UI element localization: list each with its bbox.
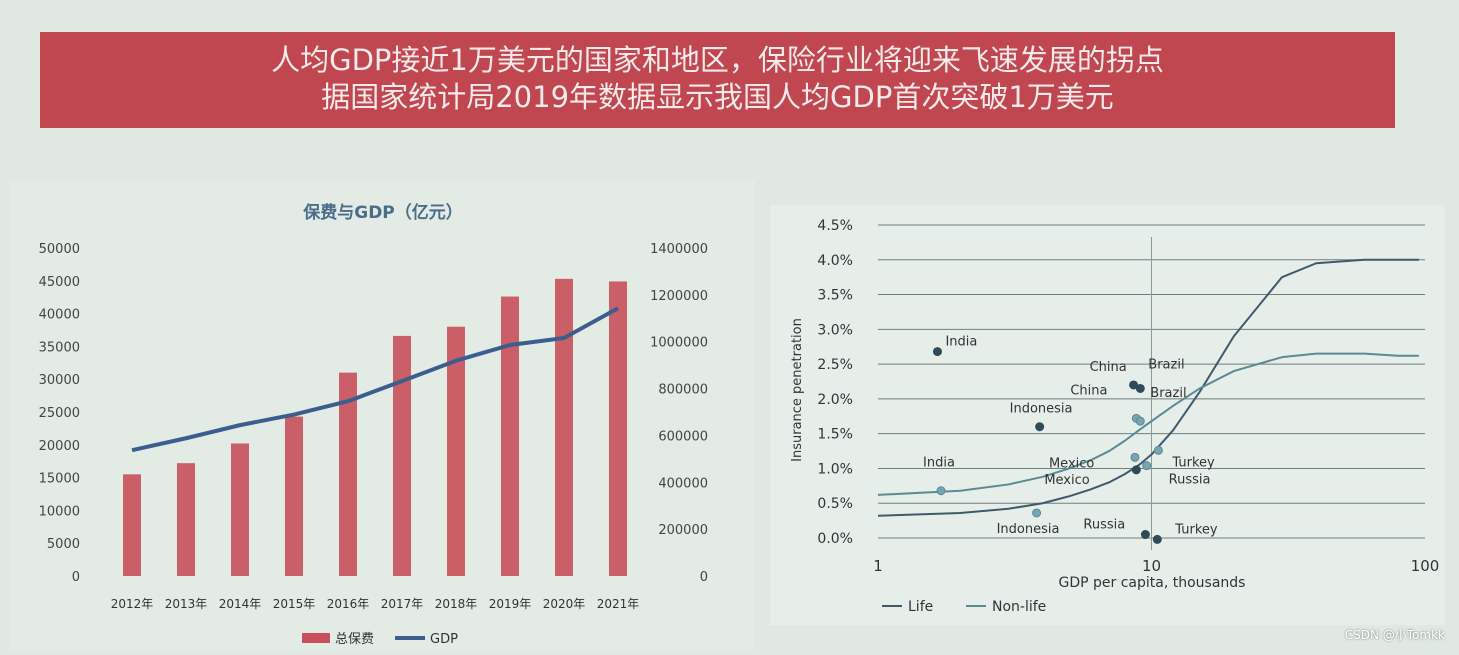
x-tick-label: 2016年 <box>327 597 370 611</box>
country-label: Brazil <box>1150 386 1186 401</box>
y-axis-label: Insurance penetration <box>790 318 805 462</box>
premium-bar <box>501 296 519 576</box>
premium-bar <box>555 278 573 576</box>
country-point <box>1131 465 1141 475</box>
x-axis-label: GDP per capita, thousands <box>1059 575 1246 591</box>
y-left-tick-label: 45000 <box>39 275 80 290</box>
premium-bar <box>285 416 303 576</box>
premium-bar <box>339 372 357 576</box>
y-left-tick-label: 5000 <box>47 537 80 552</box>
legend-life-label: Life <box>908 599 933 615</box>
country-label: Russia <box>1083 518 1125 533</box>
y-tick-label: 0.0% <box>817 531 853 547</box>
y-tick-label: 1.5% <box>817 427 853 443</box>
country-label: Russia <box>1169 473 1211 488</box>
y-tick-label: 4.5% <box>817 218 853 234</box>
y-left-tick-label: 0 <box>72 570 80 585</box>
country-label: China <box>1090 360 1127 375</box>
country-label: Indonesia <box>1010 402 1073 417</box>
banner-line-2: 据国家统计局2019年数据显示我国人均GDP首次突破1万美元 <box>321 80 1114 114</box>
premium-bar <box>123 474 141 576</box>
x-tick-label: 2012年 <box>111 597 154 611</box>
x-tick-label: 2013年 <box>165 597 208 611</box>
legend-non-life-label: Non-life <box>992 599 1046 615</box>
y-tick-label: 2.0% <box>817 392 853 408</box>
legend-gdp-label: GDP <box>430 632 458 647</box>
country-label: Indonesia <box>997 522 1060 537</box>
y-left-tick-label: 50000 <box>39 242 80 257</box>
premium-gdp-chart: 保费与GDP（亿元） 0 5000 10000 15000 20000 25000 30000… <box>39 202 708 647</box>
y-left-tick-label: 15000 <box>39 472 80 487</box>
x-tick-label: 1 <box>873 557 883 575</box>
country-point <box>1135 383 1145 393</box>
y-left-tick-label: 25000 <box>39 406 80 421</box>
country-label: India <box>923 456 955 471</box>
premium-bar <box>609 281 627 576</box>
y-tick-label: 0.5% <box>817 496 853 512</box>
y-tick-label: 3.5% <box>817 288 853 304</box>
watermark: CSDN @小Tomkk <box>1344 628 1445 642</box>
x-tick-label: 2018年 <box>435 597 478 611</box>
x-tick-label: 2015年 <box>273 597 316 611</box>
country-point <box>1035 422 1045 432</box>
country-point <box>932 347 942 357</box>
country-label: Mexico <box>1049 456 1094 471</box>
banner-line-1: 人均GDP接近1万美元的国家和地区，保险行业将迎来飞速发展的拐点 <box>271 43 1164 77</box>
country-point <box>1032 508 1042 518</box>
x-tick-label: 2021年 <box>597 597 640 611</box>
country-point <box>936 486 946 496</box>
x-tick-label: 100 <box>1411 557 1440 575</box>
gdp-line <box>131 306 619 453</box>
premium-bar <box>177 463 195 576</box>
y-right-tick-label: 1400000 <box>650 242 708 257</box>
y-tick-label: 1.0% <box>817 461 853 477</box>
penetration-chart-panel: 0.0% 0.5% 1.0% 1.5% 2.0% 2.5% 3.0% 3.5% 4.0% 4.5%… <box>770 205 1445 625</box>
country-label: Brazil <box>1148 357 1184 372</box>
non-life-curve <box>877 352 1419 496</box>
insurance-penetration-chart: 0.0% 0.5% 1.0% 1.5% 2.0% 2.5% 3.0% 3.5% 4.0% 4.5%… <box>790 218 1440 615</box>
chart-title: 保费与GDP（亿元） <box>302 202 463 223</box>
country-point <box>1140 530 1150 540</box>
y-tick-label: 2.5% <box>817 357 853 373</box>
premium-bar <box>393 335 411 576</box>
country-point <box>1135 416 1145 426</box>
premium-gdp-chart-panel: 保费与GDP（亿元） 0 5000 10000 15000 20000 25000 30000… <box>10 180 755 651</box>
y-right-tick-label: 0 <box>700 570 708 585</box>
country-point <box>1152 534 1162 544</box>
x-tick-label: 2014年 <box>219 597 262 611</box>
y-right-tick-label: 600000 <box>658 429 708 444</box>
y-right-tick-label: 1200000 <box>650 289 708 304</box>
country-label: Turkey <box>1174 522 1218 537</box>
y-right-tick-label: 1000000 <box>650 336 708 351</box>
x-tick-label: 2020年 <box>543 597 586 611</box>
y-right-tick-label: 400000 <box>658 476 708 491</box>
legend-premium-label: 总保费 <box>335 632 374 647</box>
y-tick-label: 4.0% <box>817 253 853 269</box>
y-right-tick-label: 800000 <box>658 383 708 398</box>
x-tick-label: 2017年 <box>381 597 424 611</box>
y-left-tick-label: 40000 <box>39 308 80 323</box>
y-right-tick-label: 200000 <box>658 523 708 538</box>
country-point <box>1142 461 1152 471</box>
y-tick-label: 3.0% <box>817 322 853 338</box>
x-tick-label: 10 <box>1142 557 1161 575</box>
y-left-tick-label: 30000 <box>39 373 80 388</box>
title-banner: 人均GDP接近1万美元的国家和地区，保险行业将迎来飞速发展的拐点 据国家统计局2… <box>40 32 1395 128</box>
country-label: India <box>945 335 977 350</box>
x-tick-label: 2019年 <box>489 597 532 611</box>
premium-bar <box>447 326 465 576</box>
country-label: Turkey <box>1171 455 1215 470</box>
life-curve <box>877 258 1419 517</box>
country-point <box>1130 452 1140 462</box>
country-point <box>1153 445 1163 455</box>
y-left-tick-label: 35000 <box>39 340 80 355</box>
y-left-tick-label: 20000 <box>39 439 80 454</box>
legend-premium-swatch <box>302 633 330 643</box>
country-label: China <box>1070 383 1107 398</box>
country-label: Mexico <box>1044 473 1089 488</box>
y-left-tick-label: 10000 <box>39 504 80 519</box>
premium-bar <box>231 443 249 576</box>
